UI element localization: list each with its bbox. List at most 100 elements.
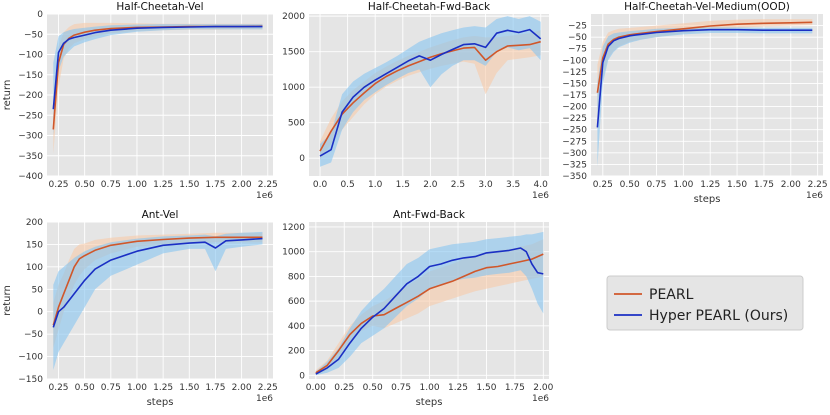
y-tick-label: −350: [18, 152, 43, 162]
chart-panel-4: 0.00 0.25 0.50 0.75 1.00 1.25 1.50 1.75 2.00 0 200…: [282, 209, 554, 408]
x-tick-label: 0.5: [340, 180, 354, 190]
x-offset-label: 1e6: [532, 191, 549, 201]
x-tick-label: 0.0: [313, 180, 328, 190]
chart-title: Ant-Vel: [142, 209, 179, 221]
y-tick-label: −275: [562, 137, 587, 147]
x-tick-label: 2.25: [258, 180, 278, 190]
y-tick-label: −250: [562, 126, 587, 136]
x-axis-label: steps: [416, 397, 443, 408]
y-tick-label: 100: [26, 263, 43, 273]
x-tick-label: 2.00: [781, 180, 801, 190]
x-tick-label: 0.50: [75, 383, 95, 393]
y-tick-label: 1000: [282, 248, 305, 258]
x-tick-label: 2.00: [232, 383, 252, 393]
y-tick-label: −175: [562, 91, 587, 101]
y-axis-label: return: [2, 80, 13, 111]
y-tick-label: −325: [562, 160, 587, 170]
x-tick-label: 0.50: [75, 180, 95, 190]
y-tick-label: −250: [18, 111, 43, 121]
y-tick-label: 1200: [282, 223, 305, 233]
y-tick-label: −300: [18, 132, 43, 142]
y-tick-label: 1000: [282, 83, 305, 93]
y-tick-label: −50: [568, 33, 587, 43]
legend-hyper-label: Hyper PEARL (Ours): [649, 308, 788, 324]
x-tick-label: 2.5: [451, 180, 465, 190]
y-tick-label: 200: [288, 347, 305, 357]
x-tick-label: 0.50: [363, 383, 383, 393]
x-tick-label: 1.00: [127, 180, 147, 190]
x-tick-label: 1.50: [727, 180, 747, 190]
series-band-hyper: [320, 16, 541, 167]
chart-panel-2: 0.25 0.50 0.75 1.00 1.25 1.50 1.75 2.00 2.25−25−…: [562, 1, 827, 205]
x-tick-label: 2.25: [258, 383, 278, 393]
x-tick-label: 0.75: [101, 383, 121, 393]
y-tick-label: −75: [568, 45, 587, 55]
x-tick-label: 1.75: [505, 383, 525, 393]
legend-box: [606, 275, 804, 331]
x-tick-label: 1.0: [368, 180, 383, 190]
series-line-pearl: [596, 21, 813, 93]
x-offset-label: 1e6: [256, 394, 273, 404]
x-axis-label: steps: [147, 397, 174, 408]
x-tick-label: 2.00: [533, 383, 553, 393]
y-tick-label: −100: [18, 353, 43, 363]
y-tick-label: 0: [299, 371, 305, 381]
y-tick-label: 0: [37, 10, 43, 20]
chart-panel-1: 0.0 0.5 1.0 1.5 2.0 2.5 3.0 3.5 4.0 0 500 1000 1500 2…: [282, 1, 549, 201]
y-tick-label: −150: [18, 71, 43, 81]
x-tick-label: 3.5: [506, 180, 520, 190]
y-tick-label: −350: [562, 172, 587, 182]
y-tick-label: −200: [18, 91, 43, 101]
series-line-hyper: [319, 28, 542, 157]
chart-panel-0: 0.25 0.50 0.75 1.00 1.25 1.50 1.75 2.00 2.25 0 −50…: [2, 1, 278, 201]
x-tick-label: 0.25: [593, 180, 613, 190]
y-tick-label: 0: [37, 308, 43, 318]
y-tick-label: −150: [18, 375, 43, 385]
x-tick-label: 2.0: [423, 180, 438, 190]
y-tick-label: −400: [18, 172, 43, 182]
y-tick-label: −100: [18, 51, 43, 61]
legend-pearl-label: PEARL: [649, 287, 694, 303]
x-tick-label: 1.00: [127, 383, 147, 393]
chart-title: Ant-Fwd-Back: [393, 209, 466, 221]
y-tick-label: −125: [562, 68, 587, 78]
x-tick-label: 1.50: [179, 383, 199, 393]
y-tick-label: 800: [288, 272, 305, 282]
x-tick-label: 1.25: [153, 180, 173, 190]
x-tick-label: 3.0: [478, 180, 493, 190]
y-tick-label: 0: [299, 154, 305, 164]
series-line-pearl: [319, 40, 541, 152]
x-offset-label: 1e6: [806, 191, 823, 201]
legend: PEARL Hyper PEARL (Ours): [606, 275, 804, 331]
x-tick-label: 1.25: [448, 383, 468, 393]
x-tick-label: 0.25: [48, 180, 68, 190]
chart-title: Half-Cheetah-Fwd-Back: [368, 1, 491, 13]
x-tick-label: 0.50: [620, 180, 640, 190]
x-tick-label: 1.5: [396, 180, 410, 190]
chart-title: Half-Cheetah-Vel: [116, 1, 203, 13]
y-tick-label: 200: [26, 218, 43, 228]
x-tick-label: 0.75: [391, 383, 411, 393]
x-tick-label: 0.00: [306, 383, 326, 393]
chart-title: Half-Cheetah-Vel-Medium(OOD): [624, 1, 790, 13]
y-tick-label: 600: [288, 297, 305, 307]
y-tick-label: −50: [24, 30, 43, 40]
x-tick-label: 2.25: [808, 180, 828, 190]
x-tick-label: 1.75: [205, 383, 225, 393]
series-band-hyper: [597, 27, 813, 167]
y-tick-label: 2000: [282, 12, 305, 22]
y-tick-label: −200: [562, 103, 587, 113]
x-tick-label: 1.75: [754, 180, 774, 190]
x-offset-label: 1e6: [532, 394, 549, 404]
y-axis-label: return: [2, 285, 13, 316]
y-tick-label: −150: [562, 79, 587, 89]
x-tick-label: 1.75: [205, 180, 225, 190]
y-tick-label: 150: [26, 240, 43, 250]
series-line-hyper: [52, 25, 263, 110]
y-tick-label: 1500: [282, 48, 305, 58]
x-tick-label: 1.00: [420, 383, 440, 393]
y-tick-label: −50: [24, 330, 43, 340]
x-tick-label: 4.0: [534, 180, 549, 190]
series-line-hyper: [52, 237, 263, 328]
